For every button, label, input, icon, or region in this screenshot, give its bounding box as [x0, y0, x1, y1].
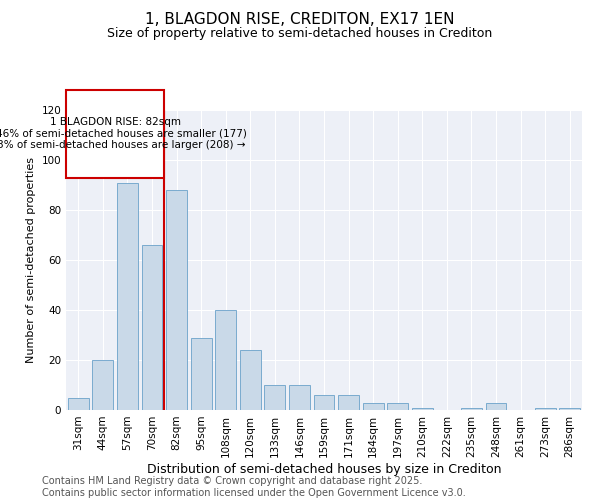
Bar — [289, 385, 310, 410]
Bar — [142, 245, 163, 410]
FancyBboxPatch shape — [66, 90, 164, 178]
Bar — [240, 350, 261, 410]
Bar — [485, 402, 506, 410]
Bar — [559, 408, 580, 410]
Bar — [338, 395, 359, 410]
X-axis label: Distribution of semi-detached houses by size in Crediton: Distribution of semi-detached houses by … — [147, 462, 501, 475]
Bar — [535, 408, 556, 410]
Bar — [387, 402, 408, 410]
Text: 1 BLAGDON RISE: 82sqm
← 46% of semi-detached houses are smaller (177)
  53% of s: 1 BLAGDON RISE: 82sqm ← 46% of semi-deta… — [0, 117, 247, 150]
Bar — [191, 338, 212, 410]
Bar — [461, 408, 482, 410]
Text: Contains HM Land Registry data © Crown copyright and database right 2025.
Contai: Contains HM Land Registry data © Crown c… — [42, 476, 466, 498]
Bar — [314, 395, 334, 410]
Text: 1, BLAGDON RISE, CREDITON, EX17 1EN: 1, BLAGDON RISE, CREDITON, EX17 1EN — [145, 12, 455, 28]
Bar — [362, 402, 383, 410]
Bar — [117, 182, 138, 410]
Bar — [166, 190, 187, 410]
Bar — [265, 385, 286, 410]
Bar — [412, 408, 433, 410]
Bar — [92, 360, 113, 410]
Y-axis label: Number of semi-detached properties: Number of semi-detached properties — [26, 157, 36, 363]
Bar — [215, 310, 236, 410]
Text: Size of property relative to semi-detached houses in Crediton: Size of property relative to semi-detach… — [107, 28, 493, 40]
Bar — [68, 398, 89, 410]
